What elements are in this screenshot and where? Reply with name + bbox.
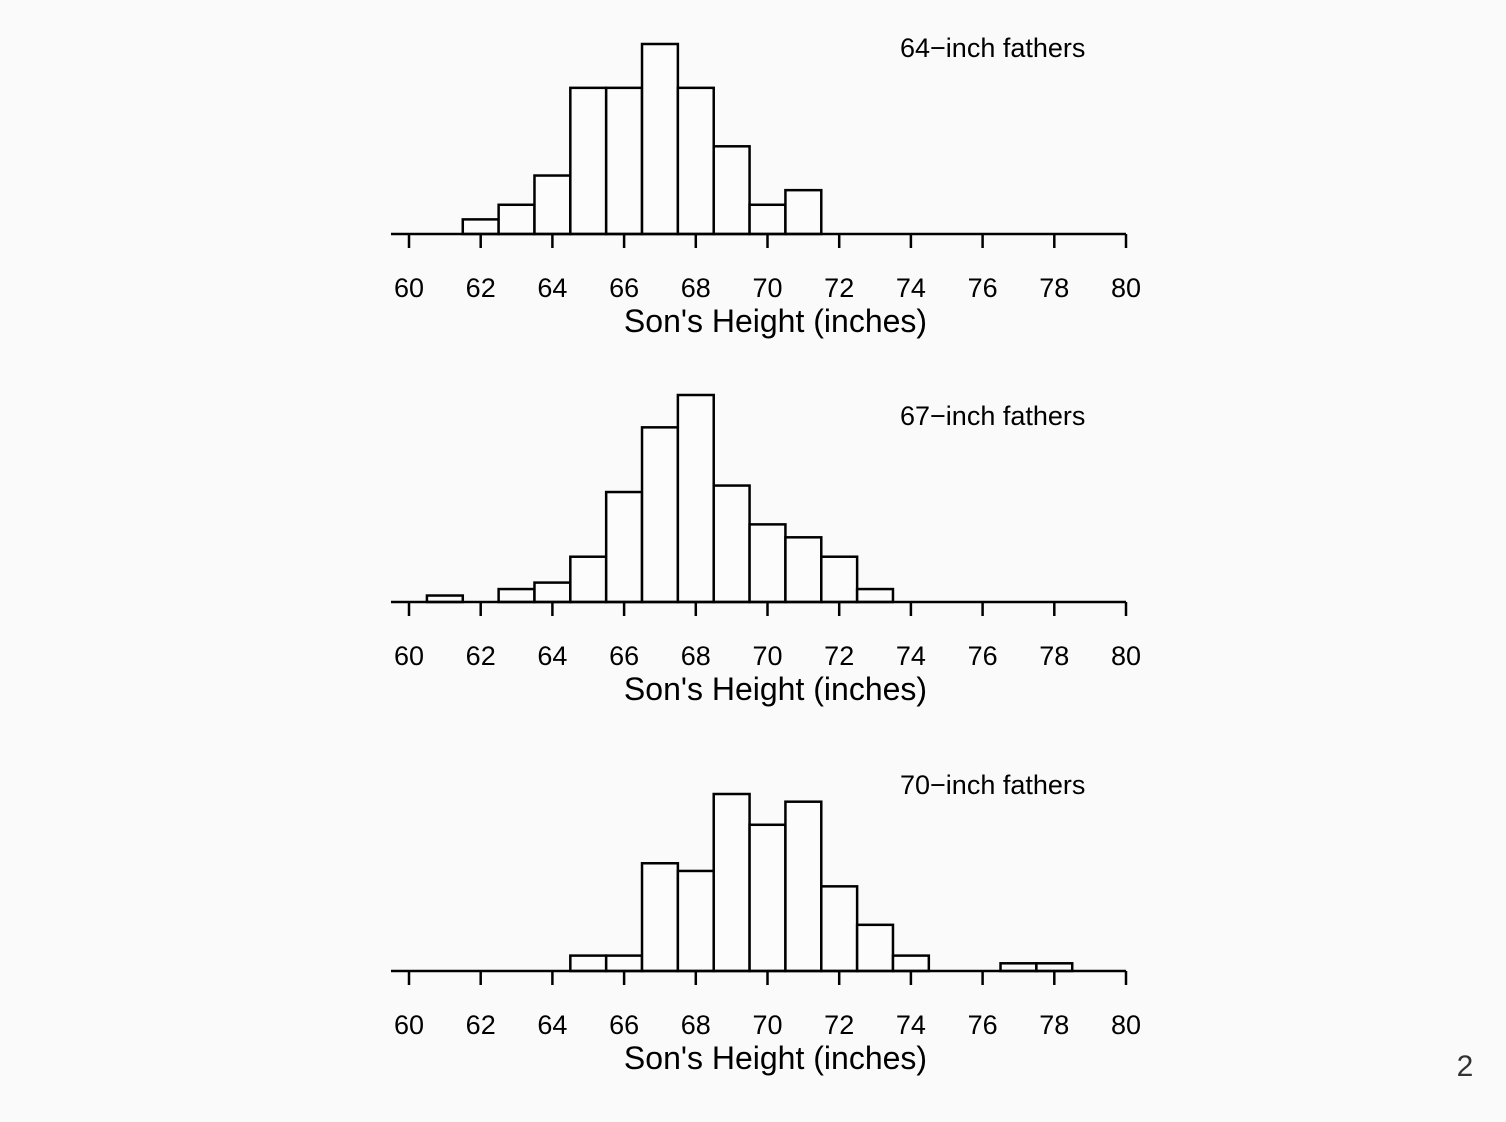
- x-tick-label: 74: [896, 641, 926, 671]
- histogram-panel-3: 60 62 64 66 68 70 72 74 76 78 80 Son's Height (inch…: [391, 770, 1141, 1076]
- histogram-bar: [748, 203, 787, 236]
- x-tick-label: 78: [1039, 273, 1069, 303]
- x-tick-label: 80: [1111, 1010, 1141, 1040]
- x-tick-label: 68: [681, 273, 711, 303]
- histogram-bar: [784, 536, 823, 604]
- histogram-bar: [497, 587, 536, 604]
- x-tick-label: 78: [1039, 1010, 1069, 1040]
- histogram-bar: [569, 954, 608, 973]
- x-tick-label: 62: [466, 641, 496, 671]
- histogram-bar: [820, 555, 859, 604]
- x-tick-label: 66: [609, 273, 639, 303]
- histogram-bar: [461, 218, 500, 236]
- histogram-bar: [676, 869, 715, 973]
- histogram-bar: [533, 581, 572, 604]
- x-tick-label: 64: [537, 1010, 567, 1040]
- histogram-bar: [712, 792, 751, 973]
- x-tick-label: 66: [609, 1010, 639, 1040]
- x-tick-label: 62: [466, 273, 496, 303]
- histogram-bar: [640, 426, 680, 604]
- histogram-bar: [604, 490, 644, 604]
- histogram-bar: [748, 523, 787, 604]
- histogram-bar: [712, 484, 751, 604]
- x-tick-label: 70: [752, 273, 782, 303]
- x-tick-label: 76: [968, 1010, 998, 1040]
- x-axis-title: Son's Height (inches): [624, 303, 927, 339]
- x-tick-label: 74: [896, 273, 926, 303]
- x-axis-title: Son's Height (inches): [624, 1040, 927, 1076]
- histogram-panel-2: 60 62 64 66 68 70 72 74 76 78 80 Son's Height (inch…: [391, 393, 1141, 707]
- histogram-bar: [855, 587, 895, 604]
- x-tick-label: 70: [752, 641, 782, 671]
- histogram-bar: [604, 954, 644, 973]
- histogram-bar: [640, 42, 680, 236]
- x-tick-label: 60: [394, 641, 424, 671]
- x-tick-label: 78: [1039, 641, 1069, 671]
- histogram-bar: [891, 954, 931, 973]
- x-tick-label: 70: [752, 1010, 782, 1040]
- x-tick-label: 76: [968, 273, 998, 303]
- x-tick-label: 76: [968, 641, 998, 671]
- x-tick-label: 72: [824, 273, 854, 303]
- x-tick-label: 72: [824, 641, 854, 671]
- x-tick-label: 60: [394, 273, 424, 303]
- histogram-bar: [533, 174, 572, 236]
- histogram-panel-1: 60 62 64 66 68 70 72 74 76 78 80 Son's Height (inch…: [391, 33, 1141, 339]
- x-tick-label: 66: [609, 641, 639, 671]
- histogram-bar: [569, 555, 608, 604]
- x-tick-label: 74: [896, 1010, 926, 1040]
- x-tick-label: 62: [466, 1010, 496, 1040]
- x-tick-label: 64: [537, 641, 567, 671]
- histogram-bar: [676, 86, 715, 236]
- x-tick-label: 80: [1111, 641, 1141, 671]
- panel-annotation: 64−inch fathers: [900, 33, 1085, 63]
- histogram-bar: [820, 885, 859, 973]
- x-axis-title: Son's Height (inches): [624, 671, 927, 707]
- x-tick-label: 64: [537, 273, 567, 303]
- histogram-bar: [569, 86, 608, 236]
- x-tick-label: 68: [681, 1010, 711, 1040]
- panel-annotation: 70−inch fathers: [900, 770, 1085, 800]
- histogram-bar: [748, 823, 787, 973]
- histogram-bar: [497, 203, 536, 236]
- histogram-bar: [855, 923, 895, 973]
- x-tick-label: 80: [1111, 273, 1141, 303]
- panel-annotation: 67−inch fathers: [900, 401, 1085, 431]
- histogram-bar: [604, 86, 644, 236]
- histogram-bar: [712, 145, 751, 236]
- x-tick-label: 68: [681, 641, 711, 671]
- histogram-bar: [640, 862, 680, 973]
- histogram-bar: [784, 188, 823, 236]
- histogram-bar: [676, 393, 715, 604]
- x-tick-label: 60: [394, 1010, 424, 1040]
- page-number: 2: [1456, 1050, 1474, 1083]
- x-tick-label: 72: [824, 1010, 854, 1040]
- histogram-bar: [784, 800, 823, 973]
